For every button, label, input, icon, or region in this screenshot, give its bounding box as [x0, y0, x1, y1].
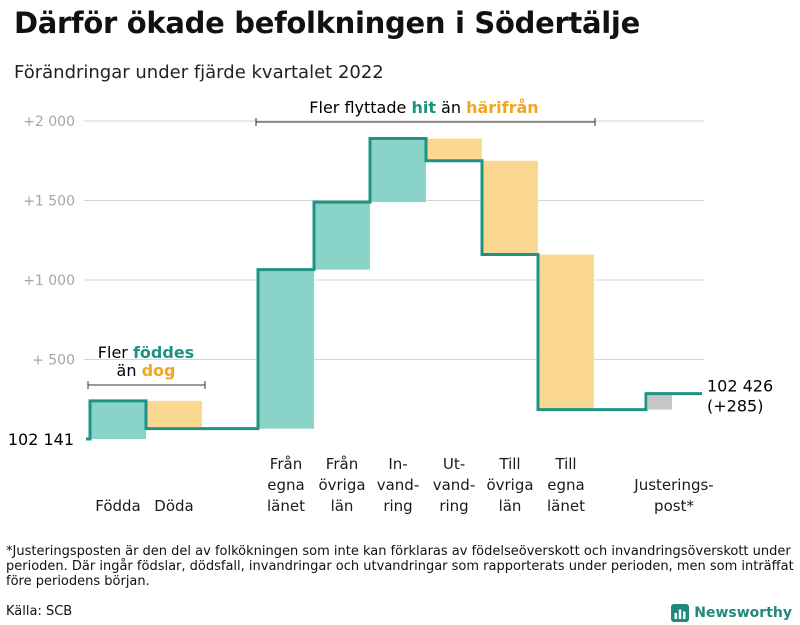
- waterfall-bar: [90, 400, 146, 439]
- brand-name: Newsworthy: [694, 605, 792, 621]
- births-annotation: Fler föddes än dog: [87, 343, 206, 389]
- grid-lines: [84, 120, 704, 360]
- category-label: Från egna länet: [267, 455, 305, 515]
- running-total-line: [86, 136, 702, 441]
- waterfall-bar: [370, 138, 426, 203]
- waterfall-bar: [482, 160, 538, 255]
- y-tick-label: + 500: [32, 353, 75, 369]
- svg-text:än dog: än dog: [117, 361, 176, 380]
- category-label: Till egna länet: [547, 455, 585, 515]
- svg-text:Fler föddes: Fler föddes: [98, 343, 194, 362]
- waterfall-bar: [538, 254, 594, 410]
- start-value-label: 102 141: [8, 430, 74, 449]
- end-change-label: (+285): [707, 397, 763, 416]
- category-label: In-vand-ring: [377, 455, 420, 515]
- category-label: Döda: [154, 497, 193, 515]
- waterfall-bar: [258, 269, 314, 429]
- waterfall-bar: [314, 202, 370, 270]
- hit-highlight: hit: [411, 98, 436, 117]
- category-labels: Födda Döda Från egna länet Från övriga län In-va…: [95, 455, 713, 515]
- source-note: Källa: SCB: [6, 604, 73, 619]
- waterfall-chart: +2 000 +1 500 +1 000 + 500 Födda Döda Från egn…: [8, 98, 773, 515]
- births-bracket: [87, 381, 206, 389]
- migration-annotation-middle: än: [436, 98, 466, 117]
- end-value-label: 102 426: [707, 377, 773, 396]
- y-tick-label: +1 000: [23, 273, 75, 289]
- category-label: Ut-vand-ring: [433, 455, 476, 515]
- births-annotation-text-2: än: [117, 361, 142, 380]
- bars: [90, 138, 672, 439]
- category-label: Från övriga län: [318, 455, 365, 515]
- category-label: Till övriga län: [486, 455, 533, 515]
- svg-text:Fler flyttade hit än härifrån: Fler flyttade hit än härifrån: [309, 98, 538, 117]
- brand-logo: Newsworthy: [671, 603, 792, 623]
- chart-title: Därför ökade befolkningen i Södertälje: [14, 6, 640, 40]
- births-annotation-text: Fler: [98, 343, 133, 362]
- category-label: Justerings-post*: [633, 476, 713, 515]
- births-highlight: föddes: [133, 343, 194, 362]
- migration-annotation: Fler flyttade hit än härifrån: [255, 98, 596, 126]
- waterfall-bar: [146, 400, 202, 429]
- category-label: Födda: [95, 497, 141, 515]
- chart-subtitle: Förändringar under fjärde kvartalet 2022: [14, 62, 384, 83]
- waterfall-bar: [426, 138, 482, 161]
- migration-bracket: [255, 118, 596, 126]
- deaths-highlight: dog: [142, 361, 176, 380]
- footnote: *Justeringsposten är den del av folkökni…: [6, 544, 794, 589]
- y-axis-ticks: +2 000 +1 500 +1 000 + 500: [23, 114, 75, 369]
- newsworthy-logo-icon: [671, 604, 690, 622]
- migration-annotation-text: Fler flyttade: [309, 98, 411, 117]
- y-tick-label: +2 000: [23, 114, 75, 130]
- y-tick-label: +1 500: [23, 194, 75, 210]
- waterfall-bar: [648, 393, 672, 410]
- harifran-highlight: härifrån: [466, 98, 539, 117]
